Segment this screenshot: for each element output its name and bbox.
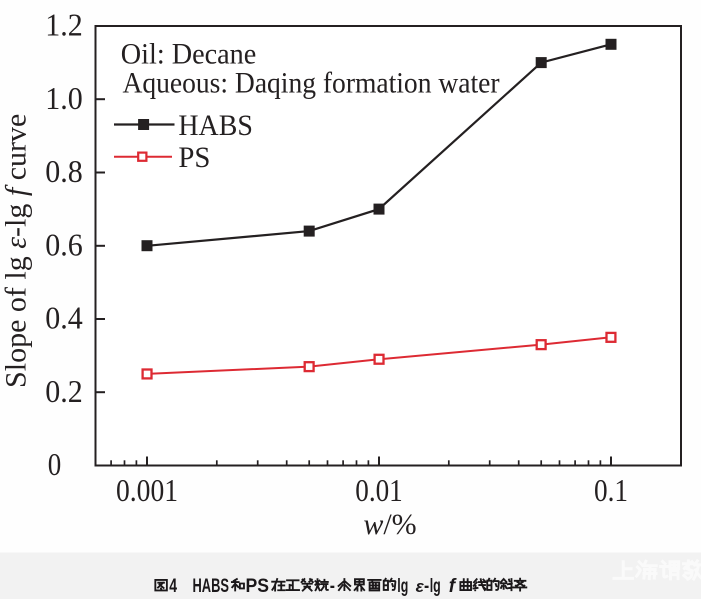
svg-text:0.4: 0.4	[45, 300, 82, 336]
svg-text:Oil: Decane: Oil: Decane	[121, 38, 256, 71]
svg-text:-: -	[330, 576, 335, 597]
svg-text:w/%: w/%	[363, 508, 416, 541]
svg-text:4: 4	[169, 576, 177, 597]
svg-text:0.1: 0.1	[594, 472, 628, 508]
svg-text:Slope of lg ε-lg f curve: Slope of lg ε-lg f curve	[0, 114, 32, 388]
svg-text:0.6: 0.6	[45, 226, 82, 262]
svg-text:lg: lg	[430, 576, 441, 597]
svg-text:0.2: 0.2	[45, 373, 82, 409]
svg-text:PS: PS	[178, 141, 210, 174]
svg-text:0.001: 0.001	[116, 472, 178, 508]
svg-text:f: f	[449, 576, 457, 597]
svg-text:1.2: 1.2	[45, 7, 82, 43]
svg-text:-: -	[424, 576, 429, 597]
svg-text:1.0: 1.0	[45, 80, 82, 116]
svg-text:HABS: HABS	[178, 109, 253, 142]
svg-text:0: 0	[48, 446, 62, 482]
svg-text:lg: lg	[397, 576, 408, 597]
svg-text:PS: PS	[246, 576, 270, 597]
svg-text:HABS: HABS	[193, 576, 230, 597]
svg-text:ε: ε	[416, 577, 425, 596]
svg-text:0.8: 0.8	[45, 153, 82, 189]
svg-text:Aqueous: Daqing formation wate: Aqueous: Daqing formation water	[123, 67, 500, 100]
svg-text:0.01: 0.01	[355, 472, 403, 508]
